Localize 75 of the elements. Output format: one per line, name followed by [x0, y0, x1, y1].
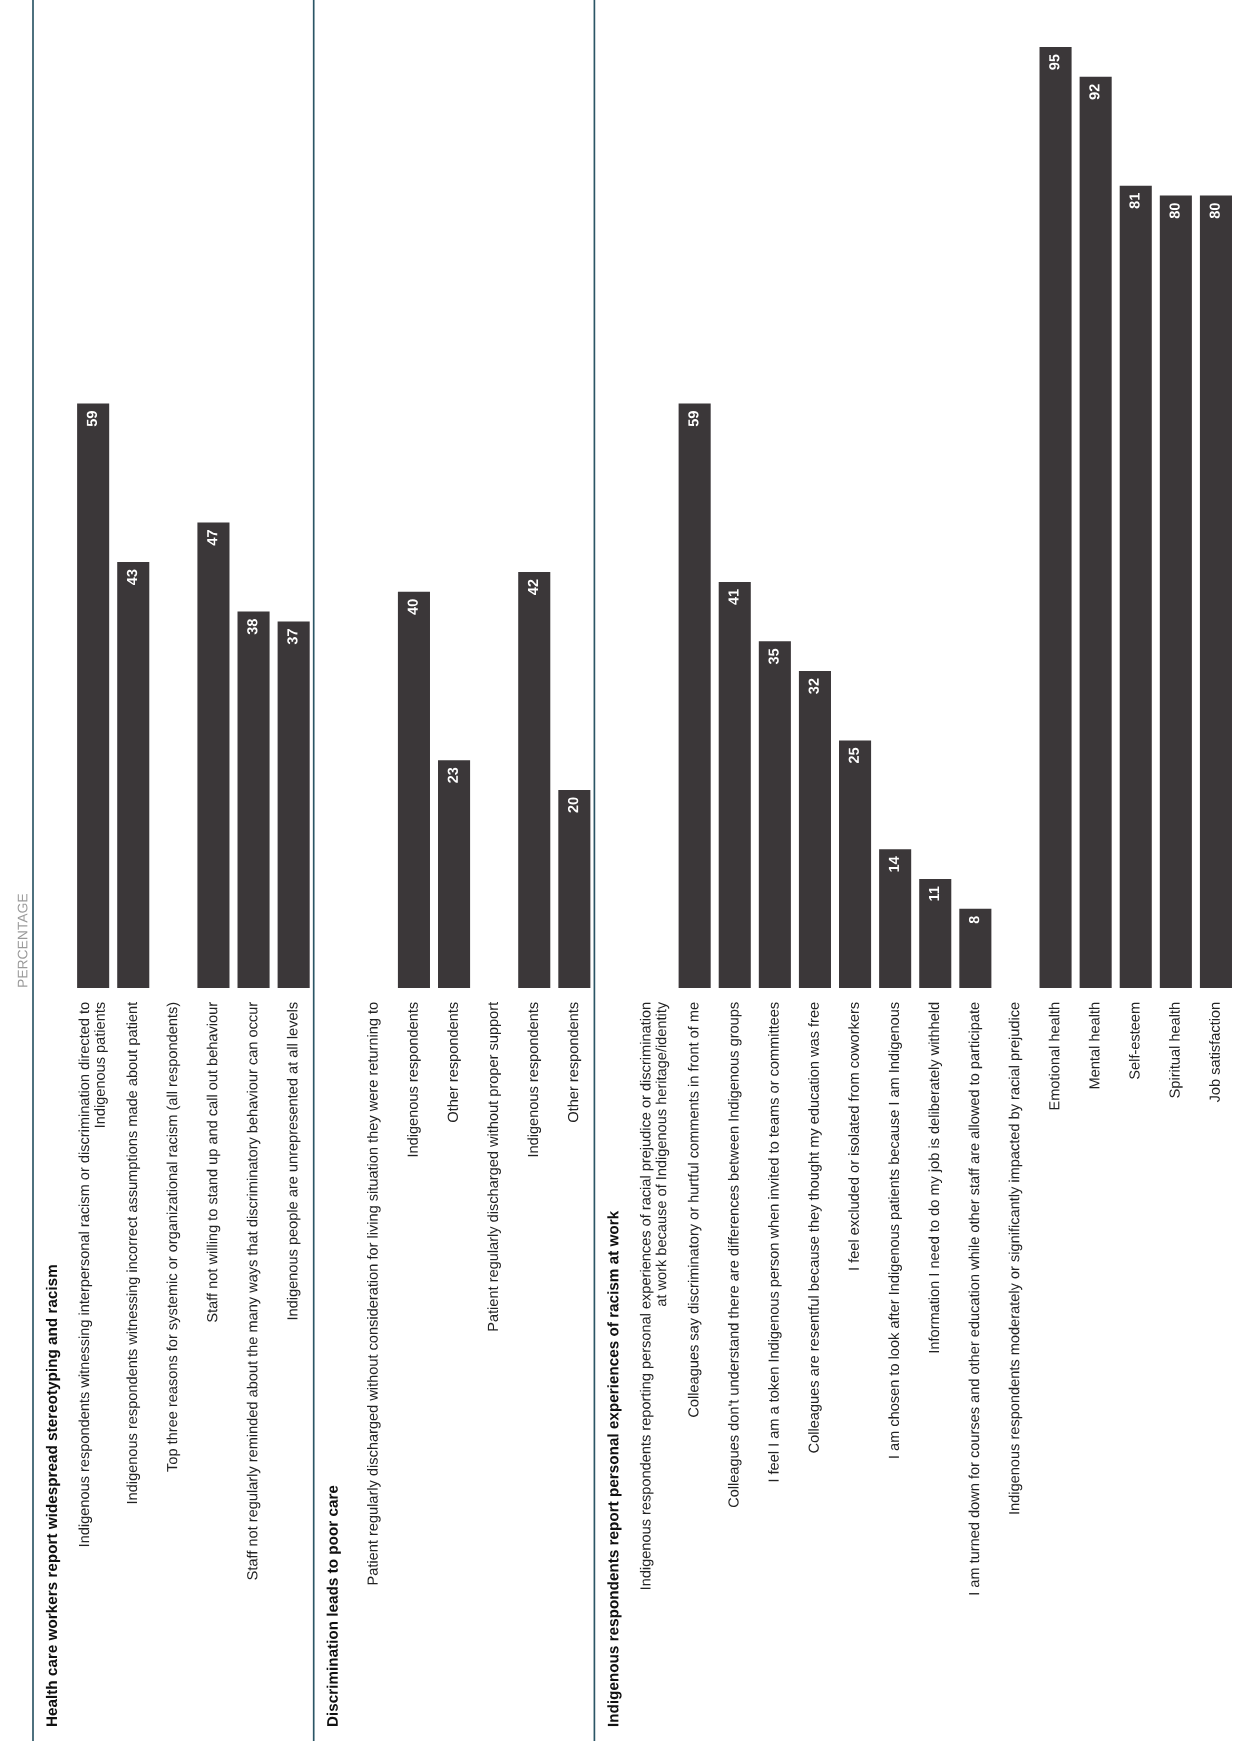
x-tick-label: Staff not willing to stand up and call out behaviour: [206, 1002, 221, 1322]
data-label: 43: [126, 569, 138, 586]
bar: [678, 403, 711, 988]
bar: [1119, 185, 1152, 988]
bar: [839, 740, 872, 988]
x-tick-label: Indigenous respondents witnessing incorrect assumptions made about patient: [126, 1001, 141, 1504]
data-label: 14: [888, 856, 899, 872]
bar: [397, 591, 430, 988]
data-label: 47: [207, 530, 218, 546]
data-label: 59: [86, 411, 98, 427]
x-tick-label: Spiritual health: [1169, 1002, 1183, 1098]
x-tick-label: Indigenous respondents witnessing interpersonal racism or discrimination directed to Indigenous patients: [78, 1002, 108, 1547]
x-tick-label: I am turned down for courses and other education while other staff are allowed to participate: [968, 1002, 983, 1595]
bar: [798, 671, 831, 988]
x-tick-label: I feel excluded or isolated from coworkers: [848, 1002, 859, 1270]
y-axis-title: PERCENTAGE: [17, 893, 28, 987]
bar: [879, 849, 912, 988]
data-label: 40: [407, 599, 418, 615]
bar: [277, 621, 310, 988]
data-label: 23: [447, 767, 458, 783]
x-tick-label: Self-esteem: [1128, 1002, 1140, 1080]
data-label: 80: [1209, 203, 1220, 219]
x-tick-label: Indigenous respondents moderately or significantly impacted by racial prejudice: [1008, 1002, 1023, 1514]
bar: [1199, 195, 1232, 988]
bar: [237, 611, 270, 988]
bar: [438, 760, 471, 988]
bar: [1039, 47, 1072, 988]
x-tick-label: Job satisfaction: [1209, 1002, 1220, 1103]
data-label: 95: [1049, 54, 1060, 70]
x-tick-label: Information I need to do my job is deliberately withheld: [928, 1002, 943, 1353]
data-label: 59: [688, 411, 699, 427]
x-tick-label: Colleagues say discriminatory or hurtful comments in front of me: [687, 1002, 702, 1417]
data-label: 32: [808, 678, 819, 694]
x-tick-label: Indigenous respondents: [527, 1002, 542, 1157]
bar: [117, 562, 150, 988]
data-label: 20: [567, 797, 579, 813]
x-tick-label: Emotional health: [1048, 1002, 1060, 1110]
text: Discrimination leads to poor care: [326, 1485, 341, 1727]
x-tick-label: Staff not regularly reminded about the many ways that discriminatory behaviour can occur: [246, 1002, 261, 1580]
bar: [959, 908, 992, 988]
data-label: 41: [728, 589, 739, 605]
text: Health care workers report widespread stereotyping and racism: [45, 1265, 61, 1727]
data-label: 37: [287, 629, 298, 645]
x-tick-label: Other respondents: [447, 1002, 461, 1122]
data-label: 35: [768, 648, 779, 665]
bar: [197, 522, 230, 988]
data-label: 38: [247, 619, 258, 635]
x-tick-label: Patient regularly discharged without proper support: [487, 1001, 501, 1331]
x-tick-label: Indigenous respondents reporting personal experiences of racial prejudice or discrimination at work because of Indigenous heritage/identity: [639, 1001, 670, 1590]
x-tick-label: Colleagues are resentful because they thought my education was free: [808, 1002, 822, 1453]
bar: [558, 789, 591, 988]
data-label: 25: [848, 747, 859, 764]
data-label: 42: [527, 579, 539, 595]
x-tick-label: I feel I am a token Indigenous person when invited to teams or committees: [768, 1002, 782, 1482]
data-label: 92: [1089, 84, 1100, 100]
x-tick-label: Indigenous respondents: [407, 1002, 421, 1157]
x-tick-label: I am chosen to look after Indigenous patients because I am Indigenous: [888, 1002, 902, 1458]
bar: [1079, 76, 1112, 988]
bar: [77, 403, 110, 988]
bar: [919, 879, 952, 988]
bar: [1159, 195, 1192, 988]
data-label: 11: [928, 886, 940, 901]
x-tick-label: Mental health: [1088, 1002, 1100, 1089]
x-tick-label: Colleagues don't understand there are differences between Indigenous groups: [727, 1002, 742, 1508]
bar: [718, 581, 751, 988]
data-label: 80: [1169, 203, 1180, 219]
data-label: 81: [1129, 193, 1140, 209]
data-label: 8: [968, 916, 980, 924]
text: Indigenous respondents report personal experiences of racism at work: [607, 1210, 622, 1727]
x-tick-label: Top three reasons for systemic or organizational racism (all respondents): [166, 1002, 181, 1472]
x-tick-label: Patient regularly discharged without consideration for living situation they were returning to: [367, 1002, 381, 1585]
bar: [758, 641, 791, 988]
x-tick-label: Indigenous people are unrepresented at all levels: [286, 1002, 301, 1320]
x-tick-label: Other respondents: [567, 1002, 582, 1122]
bar: [518, 572, 551, 988]
